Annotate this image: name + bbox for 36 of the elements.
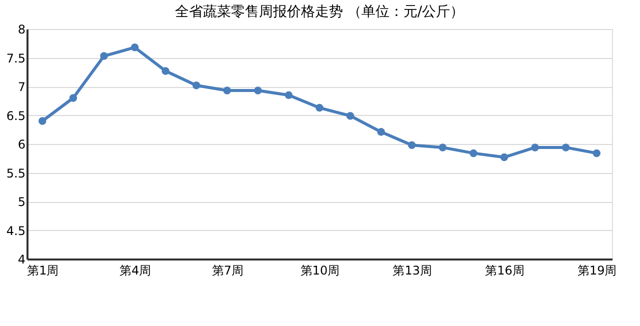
x-tick-label: 第7周 bbox=[212, 264, 244, 278]
y-tick-label: 5.5 bbox=[6, 166, 26, 180]
point bbox=[438, 144, 447, 152]
x-tick-label: 第1周 bbox=[27, 264, 59, 278]
point bbox=[531, 144, 539, 152]
x-tick-label: 第19周 bbox=[577, 264, 617, 278]
point bbox=[346, 112, 354, 120]
point bbox=[100, 52, 108, 60]
point bbox=[470, 149, 478, 158]
y-tick-label: 7.5 bbox=[6, 51, 26, 66]
y-tick-label: 4.5 bbox=[6, 224, 26, 238]
y-tick-label: 5 bbox=[18, 195, 26, 209]
point bbox=[130, 44, 139, 52]
chart-title: 全省蔬菜零售周报价格走势 （单位：元/公斤） bbox=[174, 4, 464, 20]
y-tick-label: 7 bbox=[18, 80, 26, 94]
y-tick-label: 6 bbox=[18, 138, 26, 152]
point bbox=[500, 153, 508, 162]
point bbox=[69, 94, 78, 102]
y-tick-label: 8 bbox=[18, 22, 26, 36]
x-tick-label: 第10周 bbox=[300, 264, 340, 278]
point bbox=[254, 86, 262, 94]
point bbox=[562, 144, 570, 152]
point bbox=[192, 81, 200, 90]
point bbox=[377, 128, 385, 136]
y-tick-label: 6.5 bbox=[6, 108, 26, 123]
point bbox=[316, 104, 324, 112]
point bbox=[592, 149, 600, 158]
point bbox=[284, 91, 293, 99]
x-tick-label: 第16周 bbox=[485, 264, 524, 278]
point bbox=[223, 86, 232, 94]
point bbox=[408, 141, 416, 150]
point bbox=[38, 117, 46, 125]
x-tick-label: 第13周 bbox=[392, 264, 432, 278]
point bbox=[162, 67, 170, 75]
x-tick-label: 第4周 bbox=[119, 264, 152, 278]
y-tick-label: 4 bbox=[18, 252, 26, 266]
